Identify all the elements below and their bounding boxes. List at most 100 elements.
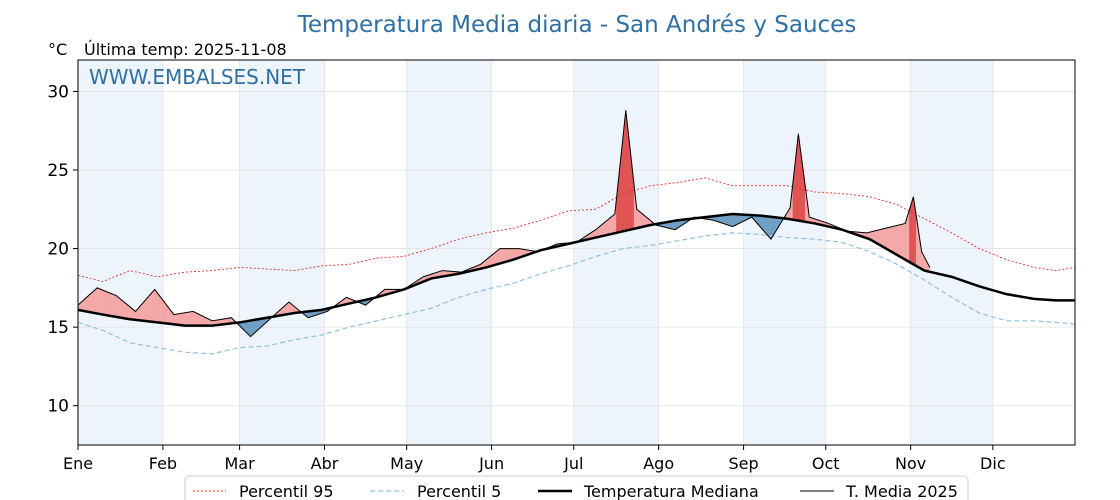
fill-above-median: [888, 226, 891, 252]
fill-above-median: [186, 312, 188, 326]
fill-above-median: [503, 248, 506, 263]
fill-above-median: [511, 248, 514, 261]
fill-above-median: [92, 289, 95, 314]
fill-above-median: [891, 226, 894, 253]
fill-above-median: [637, 210, 640, 229]
fill-above-median: [879, 229, 881, 246]
fill-above-median: [906, 214, 909, 262]
fill-above-median: [128, 305, 131, 320]
fill-above-median: [188, 311, 191, 326]
fill-above-median: [139, 304, 142, 321]
fill-above-median: [880, 228, 883, 247]
fill-above-median: [490, 254, 492, 267]
fill-above-median: [161, 297, 164, 324]
fill-above-median: [883, 228, 885, 249]
fill-above-median: [288, 301, 291, 315]
fill-below-median: [728, 214, 731, 226]
fill-above-median: [116, 295, 118, 318]
fill-above-median: [642, 213, 644, 228]
fill-below-median: [253, 319, 255, 335]
fill-below-median: [247, 320, 250, 336]
y-tick-label: 30: [47, 82, 69, 102]
fill-above-median: [609, 217, 611, 235]
fill-above-median: [165, 303, 168, 324]
fill-above-median: [153, 289, 155, 323]
fill-above-median: [287, 301, 290, 315]
fill-above-median: [622, 123, 625, 232]
fill-above-median: [99, 288, 102, 315]
fill-above-median: [892, 225, 895, 254]
fill-above-median: [90, 292, 92, 313]
fill-below-median: [254, 319, 257, 334]
fill-below-median: [765, 216, 768, 235]
fill-above-median: [910, 201, 913, 264]
fill-above-median: [157, 292, 159, 323]
fill-above-median: [183, 312, 185, 326]
y-tick-label: 25: [47, 161, 69, 181]
x-tick-label: Dic: [980, 454, 1006, 473]
fill-above-median: [97, 287, 99, 314]
fill-above-median: [187, 311, 190, 326]
fill-above-median: [639, 211, 642, 228]
fill-below-median: [726, 214, 729, 226]
fill-above-median: [179, 313, 181, 326]
fill-above-median: [87, 294, 90, 313]
month-band: [573, 60, 659, 445]
fill-above-median: [624, 110, 626, 232]
fill-above-median: [625, 110, 628, 231]
fill-below-median: [766, 216, 769, 237]
fill-above-median: [166, 305, 169, 324]
fill-above-median: [895, 225, 898, 256]
fill-above-median: [173, 314, 176, 325]
fill-above-median: [194, 311, 196, 326]
fill-above-median: [106, 291, 109, 316]
fill-below-median: [732, 213, 735, 227]
plot-frame: [77, 59, 1076, 446]
fill-above-median: [492, 252, 495, 266]
month-band: [743, 60, 826, 445]
fill-above-median: [899, 224, 902, 258]
fill-above-median: [889, 226, 892, 252]
fill-above-median: [151, 290, 154, 323]
fill-above-median: [501, 248, 503, 264]
fill-below-median: [255, 319, 258, 332]
fill-above-median: [195, 312, 198, 326]
fill-above-median: [885, 227, 888, 250]
x-tick-label: Mar: [225, 454, 256, 473]
fill-above-median: [881, 228, 884, 248]
month-band: [406, 60, 492, 445]
y-tick-label: 15: [47, 318, 69, 338]
fill-above-median: [102, 289, 105, 315]
series-p95-line: [77, 177, 1076, 283]
fill-above-median: [190, 311, 192, 326]
fill-above-median: [84, 297, 87, 312]
fill-below-median: [736, 214, 739, 225]
fill-above-median: [900, 223, 903, 259]
fill-above-median: [113, 294, 116, 317]
fill-above-median: [143, 300, 146, 322]
fill-above-median: [94, 288, 96, 314]
fill-below-median: [762, 215, 765, 232]
fill-above-median: [164, 301, 166, 324]
fill-above-median: [498, 248, 500, 265]
x-tick-label: Nov: [895, 454, 926, 473]
series-median-line: [77, 212, 1075, 327]
legend-label-median: Temperatura Mediana: [583, 482, 759, 500]
fill-above-median: [198, 313, 201, 326]
fill-above-median: [884, 227, 887, 249]
x-tick-label: Jul: [563, 454, 583, 473]
fill-above-median: [510, 248, 513, 261]
fill-above-median: [121, 299, 124, 319]
fill-above-median: [162, 299, 165, 324]
fill-above-median: [107, 292, 110, 316]
fill-above-median: [509, 248, 511, 261]
fill-above-median: [909, 205, 911, 263]
fill-below-median: [768, 216, 770, 238]
legend-label-p95: Percentil 95: [239, 482, 334, 500]
fill-above-median: [118, 297, 121, 318]
fill-below-median: [761, 215, 763, 231]
fill-above-median: [643, 214, 646, 227]
fill-above-median: [109, 292, 112, 317]
fill-above-median: [123, 301, 125, 319]
fill-below-median: [735, 213, 737, 226]
